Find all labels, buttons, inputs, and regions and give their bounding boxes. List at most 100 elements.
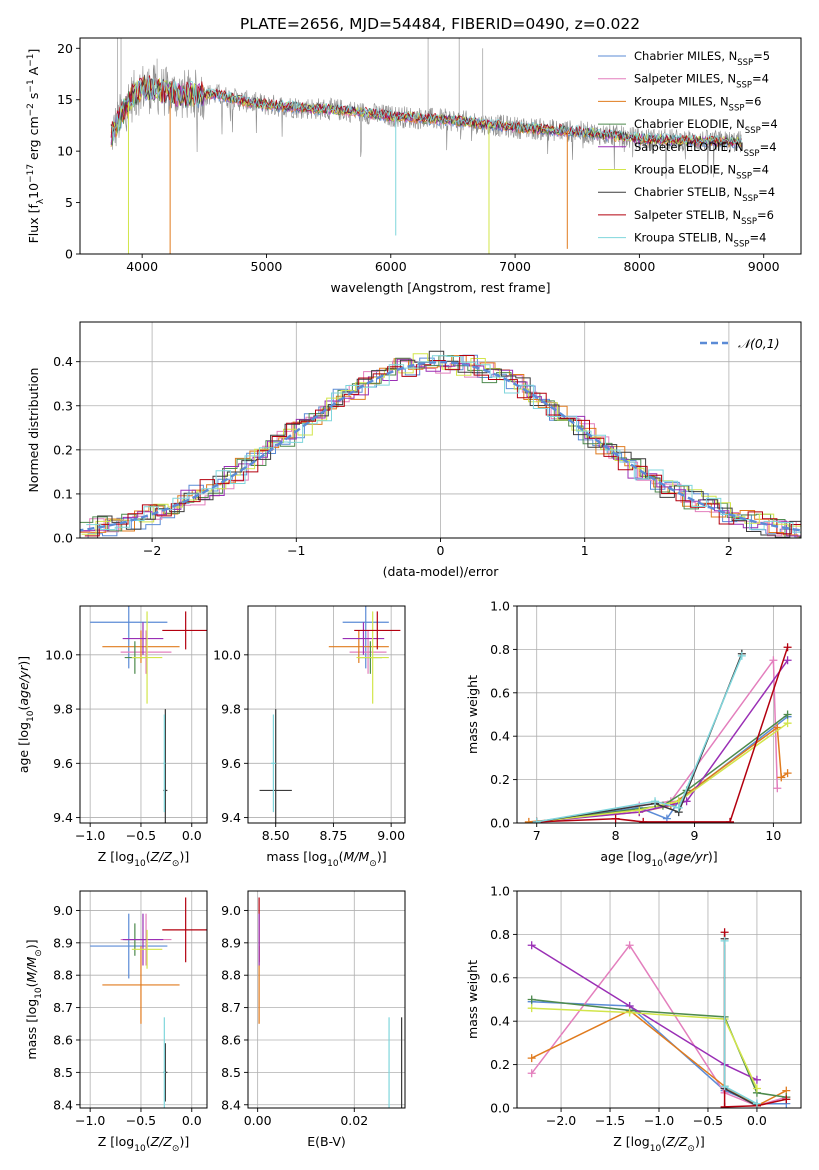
mass-weight-vs-age-marks [524,643,792,823]
label-run: age [log [600,849,651,864]
legend-nssp: =4 [758,185,775,199]
label-run: )] [24,939,39,949]
x-tick-label: 2 [725,543,733,558]
x-axis-label: mass [log10(M/M⊙)] [266,849,386,869]
legend-sub: SSP [734,240,750,250]
label-run: )] [695,1134,705,1149]
legend-entry-name: Chabrier ELODIE, N [634,117,745,131]
y-axis-label: mass weight [465,675,480,754]
y-tick-label: 0.4 [53,354,73,369]
label-run: Z/Z [150,849,173,864]
legend-entry: Chabrier STELIB, NSSP=4 [634,185,775,204]
label-run: ⊙ [34,949,44,957]
legend-nssp: =4 [760,140,777,154]
y-tick-label: 20 [57,41,73,56]
errorbar-point [354,611,401,650]
label-run: −1 [26,79,36,92]
weight-marker [777,773,786,782]
legend-sub: SSP [745,126,761,136]
plot-frame [247,605,406,824]
errorbar-point [349,630,387,674]
x-tick-label: −2.0 [546,1113,576,1128]
errorbar-point [120,630,172,674]
age-vs-metallicity-marks [90,606,207,823]
gridlines [248,891,405,1108]
x-tick-label: 8.50 [262,828,290,843]
label-run: ] [26,49,41,54]
y-tick-label: 10.0 [45,647,73,662]
histogram-8 [86,355,801,533]
x-tick-label: 6000 [375,259,407,274]
weight-marker [783,643,792,652]
legend-entry-name: Chabrier MILES, N [634,49,737,63]
label-run: A [26,66,41,79]
mass-weight-vs-metallicity-marks [527,928,791,1108]
legend-nssp: =4 [752,163,769,177]
weight-line-8 [536,655,743,823]
y-tick-label: 9.0 [53,903,73,918]
errorbar-point [122,622,164,655]
y-tick-label: 8.5 [53,1065,73,1080]
label-run: 10 [26,710,36,722]
label-run: mass [log [266,849,327,864]
y-tick-label: 8.9 [53,935,73,950]
x-axis-label: Z [log10(Z/Z⊙)] [98,849,189,869]
label-run: )] [377,849,387,864]
axes: 4000 5000 6000 7000 8000 9000 0 5 10 15 20 waveleng… [26,37,802,295]
y-tick-label: 8.8 [53,968,73,983]
legend-entry-name: Kroupa ELODIE, N [634,163,736,177]
y-tick-label: 1.0 [490,884,510,899]
legend-sub: SSP [729,103,745,113]
label-run: Z/Z [150,1134,173,1149]
x-tick-label: 0.02 [340,1113,368,1128]
mass-vs-metallicity-panel: −1.0 −0.5 0.08.48.58.68.78.88.99.0Z [log10… [24,890,208,1154]
label-run: ( [661,1134,666,1149]
y-tick-label: 8.6 [53,1032,73,1047]
label-run: age/yr [16,665,31,706]
weight-line-7 [536,646,789,823]
label-run: −1 [26,54,36,67]
y-tick-label: 8.9 [221,935,241,950]
y-tick-label: 9.4 [53,810,73,825]
legend-entry: Chabrier ELODIE, NSSP=4 [634,117,778,136]
x-tick-label: 0.0 [747,1113,767,1128]
weight-marker [737,651,746,660]
label-run: ⊙ [687,1144,695,1154]
label-run: 10 [134,859,146,869]
errorbar-point [162,897,207,963]
label-run: 10 [650,1144,662,1154]
label-run: 10 [134,1144,146,1154]
weight-marker [783,656,792,665]
weight-marker [773,784,782,793]
x-axis-label: (data-model)/error [383,564,500,579]
histogram-2 [80,355,801,538]
axes: −2 −1 0 1 2 0.0 0.1 0.2 0.3 0.4 (data-model)/error… [26,321,802,579]
weight-marker [720,936,729,945]
histogram-legend: 𝒩(0,1) [700,336,780,351]
weight-marker [651,797,660,806]
errorbar-point [131,611,163,704]
label-run: ( [146,849,151,864]
errorbar-point [90,606,168,669]
residual-histogram-marks [80,350,801,538]
weight-marker [783,719,792,728]
y-axis-label: age [log10(age/yr)] [16,656,36,773]
y-tick-label: 9.6 [221,756,241,771]
legend-entry: Salpeter ELODIE, NSSP=4 [634,140,777,159]
weight-marker [752,1099,761,1108]
x-tick-label: −2 [143,543,161,558]
weight-line-3 [536,713,789,823]
x-tick-label: 10 [765,828,781,843]
label-run: mass weight [465,675,480,754]
legend-nssp: =5 [753,49,770,63]
y-tick-label: 5 [65,195,73,210]
legend-nssp: =6 [757,208,774,222]
x-tick-label: −0.5 [693,1113,723,1128]
label-run: Z [log [98,1134,134,1149]
legend-entry-name: Chabrier STELIB, N [634,185,742,199]
x-tick-label: −1.0 [75,1113,105,1128]
legend-sub: SSP [744,149,760,159]
errorbar-point [356,611,389,704]
y-tick-label: 0.4 [490,1014,510,1029]
legend-entry: Kroupa ELODIE, NSSP=4 [634,163,769,182]
